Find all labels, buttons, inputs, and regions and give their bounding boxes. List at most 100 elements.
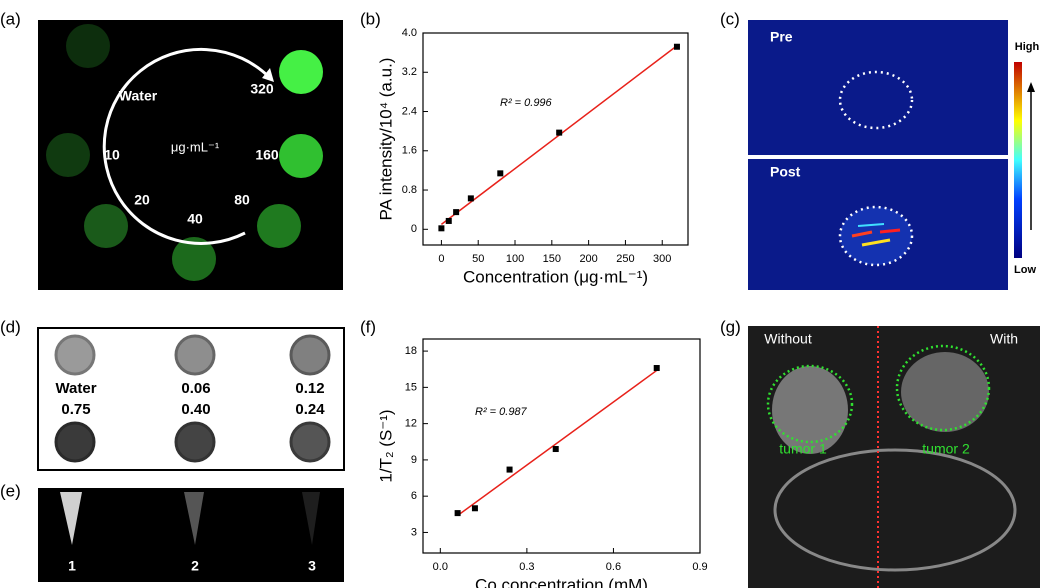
colorbar-arrow-head [1027, 82, 1035, 92]
tube [174, 334, 216, 376]
x-tick-label: 0.6 [606, 561, 621, 573]
x-tick-label: 0.9 [692, 561, 707, 573]
x-axis-label: Concentration (μg·mL⁻¹) [463, 267, 648, 286]
panel_a-label: 160 [255, 147, 279, 163]
panel_c-label: Post [770, 164, 801, 180]
y-tick-label: 9 [411, 454, 417, 466]
arrow-head [262, 68, 274, 82]
y-axis-label: PA intensity/10⁴ (a.u.) [376, 58, 395, 221]
panel-label: (a) [0, 9, 21, 28]
y-tick-label: 0.8 [402, 184, 417, 196]
data-point [453, 209, 460, 216]
panel_d-label: 0.06 [181, 380, 210, 397]
data-point [497, 170, 504, 177]
panel-label: (e) [0, 481, 21, 500]
panel_g-label: tumor 1 [779, 441, 827, 457]
y-tick-label: 6 [411, 490, 417, 502]
plot-frame [422, 338, 701, 554]
panel_c-label: Pre [770, 29, 793, 45]
y-tick-label: 12 [405, 418, 417, 430]
plot-frame [422, 32, 689, 246]
tumor-roi [895, 344, 991, 432]
x-tick-label: 150 [543, 253, 561, 265]
y-axis-label: 1/T₂ (S⁻¹) [376, 409, 395, 482]
signal [851, 223, 901, 247]
x-tick-label: 200 [579, 253, 597, 265]
panel_e-label: 3 [308, 558, 316, 574]
panel_a-label: 80 [234, 192, 250, 208]
panel_e-label: 2 [191, 558, 199, 574]
data-point [653, 365, 660, 372]
tube [54, 334, 96, 376]
tissue [772, 366, 848, 454]
tube-tip [60, 492, 82, 545]
panel_a-label: 20 [134, 192, 150, 208]
x-tick-label: 300 [653, 253, 671, 265]
tube-tip [184, 492, 204, 545]
data-point [506, 466, 513, 473]
panel_d-label: Water [55, 380, 96, 397]
x-tick-label: 250 [616, 253, 634, 265]
data-point [438, 225, 445, 232]
tube [54, 421, 96, 463]
panel_c-label: High [1015, 41, 1040, 53]
panel_a-label: Water [119, 88, 158, 104]
panel_a-label: 10 [104, 147, 120, 163]
data-point [454, 510, 461, 517]
tube [289, 334, 331, 376]
well [46, 133, 90, 177]
x-tick-label: 50 [472, 253, 484, 265]
panel_d-label: 0.75 [61, 401, 90, 418]
data-point [471, 505, 478, 512]
panel_g-label: tumor 2 [922, 441, 970, 457]
tube [289, 421, 331, 463]
panel-label: (f) [360, 317, 376, 336]
tumor-roi [766, 364, 854, 444]
tissue [901, 352, 989, 432]
x-axis-label: Co concentration (mM) [475, 575, 648, 588]
y-tick-label: 4.0 [402, 27, 417, 39]
annotation: R² = 0.987 [475, 406, 528, 418]
y-tick-label: 2.4 [402, 105, 417, 117]
panel_d-label: 0.24 [295, 401, 325, 418]
y-tick-label: 0 [411, 223, 417, 235]
well [279, 50, 323, 94]
well [279, 134, 323, 178]
x-tick-label: 0 [438, 253, 444, 265]
data-point [556, 129, 563, 136]
y-tick-label: 18 [405, 345, 417, 357]
data-point [673, 43, 680, 50]
panel_a-label: 320 [250, 81, 274, 97]
colorbar [1014, 62, 1022, 258]
data-point [552, 446, 559, 453]
panel_a-label: μg·mL⁻¹ [171, 139, 220, 154]
panel_d-label: 0.12 [295, 380, 324, 397]
y-tick-label: 3 [411, 526, 417, 538]
panel-label: (b) [360, 9, 381, 28]
well [66, 24, 110, 68]
x-tick-label: 0.0 [433, 561, 448, 573]
well [172, 237, 216, 281]
roi [838, 205, 914, 267]
tissue [773, 448, 1017, 572]
panel_g-label: Without [764, 331, 812, 347]
annotation: R² = 0.996 [500, 97, 553, 109]
tube-tip [302, 492, 320, 545]
panel_e-label: 1 [68, 558, 76, 574]
data-point [467, 195, 474, 202]
tube [174, 421, 216, 463]
data-point [445, 217, 452, 224]
y-tick-label: 3.2 [402, 66, 417, 78]
roi [838, 70, 914, 130]
well [84, 204, 128, 248]
y-tick-label: 15 [405, 381, 417, 393]
well [257, 204, 301, 248]
x-tick-label: 0.3 [519, 561, 534, 573]
panel_d-label: 0.40 [181, 401, 210, 418]
panel_c-label: Low [1014, 264, 1036, 276]
x-tick-label: 100 [506, 253, 524, 265]
fit-line [457, 369, 658, 517]
panel-label: (g) [720, 317, 741, 336]
arrow-arc [102, 47, 272, 245]
